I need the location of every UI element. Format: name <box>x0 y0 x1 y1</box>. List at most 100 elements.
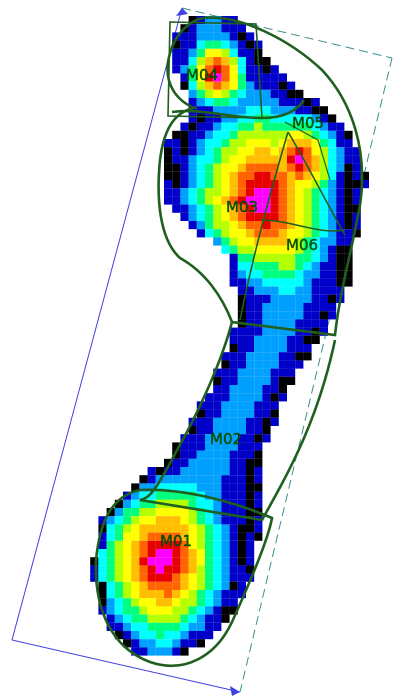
pressure-cell <box>164 647 173 656</box>
pressure-cell <box>221 73 230 82</box>
pressure-cell <box>98 557 107 566</box>
pressure-cell <box>229 155 238 164</box>
pressure-cell <box>262 319 271 328</box>
pressure-cell <box>246 557 255 566</box>
pressure-cell <box>254 426 263 435</box>
pressure-cell <box>237 270 246 279</box>
pressure-cell <box>205 221 214 230</box>
pressure-cell <box>180 614 189 623</box>
pressure-cell <box>131 532 140 541</box>
pressure-cell <box>336 262 345 271</box>
pressure-cell <box>139 475 148 484</box>
pressure-cell <box>262 278 271 287</box>
pressure-cell <box>237 344 246 353</box>
pressure-cell <box>295 212 304 221</box>
pressure-cell <box>311 237 320 246</box>
pressure-cell <box>213 450 222 459</box>
pressure-cell <box>352 163 361 172</box>
pressure-cell <box>237 590 246 599</box>
pressure-cell <box>205 32 214 41</box>
pressure-cell <box>262 245 271 254</box>
pressure-cell <box>188 426 197 435</box>
pressure-cell <box>336 147 345 156</box>
pressure-cell <box>270 89 279 98</box>
pressure-cell <box>254 171 263 180</box>
pressure-cell <box>205 434 214 443</box>
pressure-cell <box>262 344 271 353</box>
pressure-cell <box>254 270 263 279</box>
pressure-cell <box>295 253 304 262</box>
pressure-cell <box>196 631 205 640</box>
pressure-cell <box>328 278 337 287</box>
pressure-cell <box>303 229 312 238</box>
pressure-cell <box>139 631 148 640</box>
pressure-cell <box>287 368 296 377</box>
pressure-cell <box>213 467 222 476</box>
pressure-cell <box>319 327 328 336</box>
pressure-cell <box>188 622 197 631</box>
pressure-cell <box>221 171 230 180</box>
pressure-cell <box>229 450 238 459</box>
pressure-cell <box>336 139 345 148</box>
pressure-cell <box>237 65 246 74</box>
pressure-cell <box>278 245 287 254</box>
pressure-cell <box>196 180 205 189</box>
pressure-cell <box>246 434 255 443</box>
pressure-cell <box>180 491 189 500</box>
pressure-cell <box>196 65 205 74</box>
pressure-cell <box>254 360 263 369</box>
pressure-cell <box>295 360 304 369</box>
pressure-cell <box>106 606 115 615</box>
pressure-cell <box>213 614 222 623</box>
pressure-cell <box>221 499 230 508</box>
pressure-cell <box>147 639 156 648</box>
pressure-cell <box>254 155 263 164</box>
pressure-cell <box>246 180 255 189</box>
pressure-cell <box>180 81 189 90</box>
region-label-m03: M03 <box>226 198 258 216</box>
pressure-cell <box>155 573 164 582</box>
pressure-cell <box>139 647 148 656</box>
pressure-cell <box>237 385 246 394</box>
pressure-cell <box>180 450 189 459</box>
pressure-cell <box>270 344 279 353</box>
pressure-cell <box>213 401 222 410</box>
pressure-cell <box>205 73 214 82</box>
pressure-cell <box>336 171 345 180</box>
pressure-cell <box>221 590 230 599</box>
pressure-cell <box>180 508 189 517</box>
divider-m05-right <box>287 131 346 236</box>
pressure-cell <box>205 467 214 476</box>
pressure-cell <box>270 155 279 164</box>
pressure-cell <box>229 475 238 484</box>
pressure-cell <box>336 253 345 262</box>
pressure-cells <box>90 16 369 656</box>
pressure-cell <box>196 540 205 549</box>
pressure-cell <box>295 229 304 238</box>
pressure-cell <box>147 557 156 566</box>
pressure-cell <box>328 130 337 139</box>
pressure-cell <box>229 221 238 230</box>
pressure-cell <box>155 524 164 533</box>
pressure-cell <box>237 32 246 41</box>
pressure-cell <box>352 147 361 156</box>
pressure-cell <box>131 606 140 615</box>
pressure-cell <box>262 98 271 107</box>
pressure-cell <box>254 532 263 541</box>
pressure-cell <box>262 409 271 418</box>
pressure-cell <box>205 81 214 90</box>
pressure-cell <box>188 450 197 459</box>
pressure-cell <box>147 516 156 525</box>
pressure-cell <box>254 253 263 262</box>
pressure-cell <box>246 475 255 484</box>
pressure-cell <box>196 532 205 541</box>
pressure-cell <box>196 467 205 476</box>
pressure-cell <box>278 360 287 369</box>
pressure-cell <box>205 204 214 213</box>
frame-left-edge <box>11 7 183 641</box>
pressure-cell <box>172 647 181 656</box>
pressure-cell <box>188 57 197 66</box>
pressure-cell <box>237 130 246 139</box>
pressure-cell <box>246 549 255 558</box>
